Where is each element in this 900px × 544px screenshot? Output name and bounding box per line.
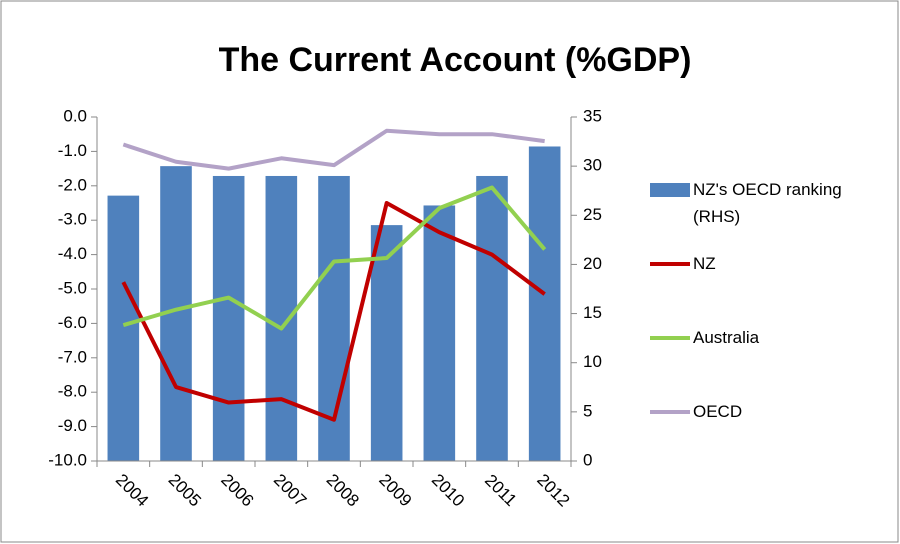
bar [423,205,456,461]
y-tick-label: -3.0 [58,210,87,229]
y2-tick-label: 0 [583,450,592,469]
bar [107,195,140,461]
y-tick-label: -8.0 [58,382,87,401]
legend-label: Australia [693,328,760,347]
y-tick-label: 0.0 [63,106,87,125]
y-tick-label: -5.0 [58,278,87,297]
y2-tick-label: 35 [583,106,602,125]
y-tick-label: -1.0 [58,141,87,160]
line-series [121,201,546,422]
y2-tick-label: 5 [583,401,592,420]
y2-tick-label: 20 [583,254,602,273]
y-tick-label: -9.0 [58,416,87,435]
y-tick-label: -7.0 [58,347,87,366]
line-series [122,185,547,331]
y2-tick-label: 10 [583,352,602,371]
y2-tick-label: 30 [583,156,602,175]
legend-swatch [650,183,690,197]
bar [265,175,298,461]
legend-label: NZ [693,254,716,273]
legend-label: NZ's OECD ranking (RHS) [693,180,842,226]
y-tick-label: -6.0 [58,313,87,332]
bar [212,175,245,461]
y2-tick-label: 25 [583,205,602,224]
chart-title: The Current Account (%GDP) [219,41,692,79]
y-tick-label: -10.0 [48,450,87,469]
line-series [122,128,545,171]
bar [476,175,508,461]
bar [528,146,561,461]
y-tick-label: -2.0 [58,175,87,194]
y2-tick-label: 15 [583,303,602,322]
y-tick-label: -4.0 [58,244,87,263]
legend-label: OECD [693,402,743,421]
bar [370,225,403,461]
